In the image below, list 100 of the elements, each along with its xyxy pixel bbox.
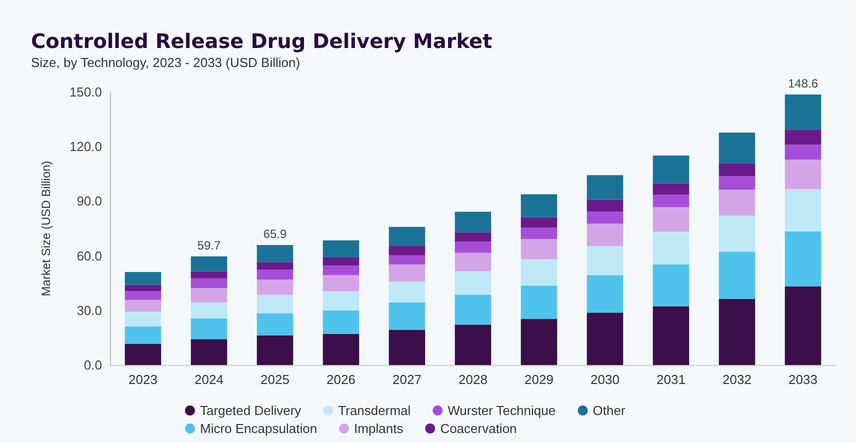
bar [388, 264, 426, 282]
bar [256, 245, 294, 262]
legend-label: Micro Encapsulation [200, 421, 318, 436]
bar [256, 269, 294, 280]
bar [322, 275, 360, 292]
bar [322, 266, 360, 276]
bar [454, 212, 492, 232]
x-tick-label: 2023 [128, 372, 158, 387]
x-tick-label: 2029 [524, 372, 554, 387]
x-tick-label: 2025 [260, 372, 290, 387]
bar [256, 262, 294, 270]
legend-label: Other [592, 403, 626, 418]
x-tick-label: 2027 [392, 372, 422, 387]
bar [322, 291, 360, 310]
bar [718, 216, 756, 252]
total-label: 59.7 [197, 238, 221, 252]
legend-label: Wurster Technique [448, 403, 556, 418]
bar [454, 232, 492, 242]
bar [124, 344, 162, 365]
bar [190, 318, 228, 340]
bar [652, 194, 690, 208]
bar [124, 300, 162, 312]
y-tick-label: 150.0 [69, 84, 102, 100]
bar [454, 252, 492, 272]
bar [718, 190, 756, 216]
bar [652, 156, 690, 184]
bar [454, 324, 492, 365]
total-label: 148.6 [788, 76, 818, 91]
bar [256, 280, 294, 295]
bar [520, 239, 558, 260]
bar [322, 257, 360, 266]
bar [718, 176, 756, 190]
legend-label: Coacervation [440, 421, 517, 436]
y-tick-label: 120.0 [69, 139, 102, 154]
bar [520, 259, 558, 286]
bar [718, 132, 756, 164]
chart-title: Controlled Release Drug Delivery Market [31, 29, 493, 53]
bar [388, 226, 426, 246]
bar [652, 306, 690, 365]
bar [256, 313, 294, 336]
x-tick-label: 2033 [788, 372, 818, 387]
bar [124, 312, 162, 326]
bar [454, 294, 492, 325]
bar [388, 255, 426, 264]
bar [322, 240, 360, 258]
bar [322, 334, 360, 365]
bar [388, 330, 426, 365]
bar [784, 130, 822, 145]
bar [652, 183, 690, 194]
y-tick-label: 0.0 [84, 358, 102, 372]
x-tick-label: 2031 [656, 372, 686, 387]
total-label: 65.9 [263, 227, 287, 242]
bar [454, 242, 492, 253]
bar [718, 252, 756, 299]
bar [190, 271, 228, 278]
bar [190, 302, 228, 318]
bar [124, 272, 162, 285]
bar [388, 281, 426, 302]
bar [520, 286, 558, 319]
bar [784, 189, 822, 232]
bar [586, 212, 624, 224]
bar [784, 94, 822, 130]
x-tick-label: 2026 [326, 372, 356, 387]
bar [784, 231, 822, 287]
bar [718, 298, 756, 365]
chart-subtitle: Size, by Technology, 2023 - 2033 (USD Billion) [31, 55, 300, 70]
legend-label: Targeted Delivery [200, 403, 302, 418]
y-axis-title: Market Size (USD Billion) [39, 160, 53, 296]
bar [256, 336, 294, 365]
bar [586, 246, 624, 276]
y-tick-label: 60.0 [76, 248, 102, 264]
bar [784, 144, 822, 160]
y-tick-label: 90.0 [76, 194, 102, 209]
bar [124, 284, 162, 292]
bar [256, 294, 294, 314]
bar [124, 291, 162, 300]
bar [520, 194, 558, 218]
x-tick-label: 2024 [194, 372, 224, 387]
bar [190, 288, 228, 303]
bar [190, 339, 228, 365]
bar [586, 312, 624, 365]
bar [388, 302, 426, 330]
bar [586, 224, 624, 246]
y-tick-label: 30.0 [76, 302, 102, 318]
legend-label: Transdermal [338, 403, 411, 418]
legend-label: Implants [354, 421, 404, 436]
x-tick-label: 2032 [722, 372, 752, 387]
x-tick-label: 2030 [590, 372, 620, 387]
bar [652, 232, 690, 264]
bar [388, 246, 426, 256]
bar [520, 228, 558, 240]
bar [652, 207, 690, 232]
bar [784, 160, 822, 190]
bar [586, 200, 624, 212]
bar [454, 271, 492, 295]
bar [586, 275, 624, 313]
x-tick-label: 2028 [458, 372, 488, 387]
bar [190, 278, 228, 288]
bar [652, 264, 690, 306]
bar [718, 163, 756, 176]
